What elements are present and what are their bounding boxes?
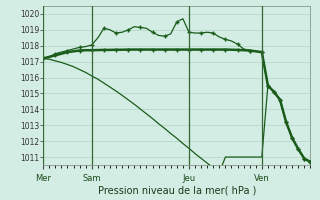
X-axis label: Pression niveau de la mer( hPa ): Pression niveau de la mer( hPa ) [98,186,256,196]
